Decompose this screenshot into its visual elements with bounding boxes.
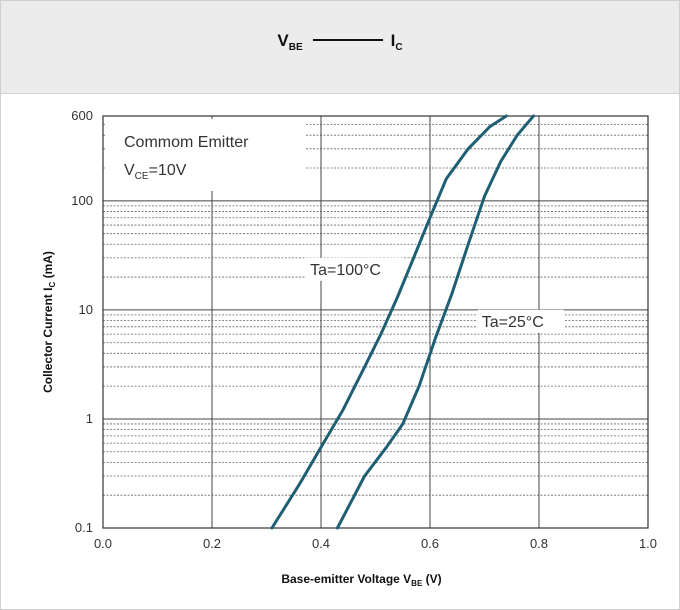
y-axis-label-sub: C	[48, 282, 57, 288]
chart-header: VBE IC	[1, 1, 679, 94]
annotation-line2: VCE=10V	[124, 162, 187, 182]
chart-title: VBE IC	[1, 31, 679, 53]
y-tick-label: 100	[71, 193, 93, 208]
title-ic: I	[390, 31, 396, 50]
x-tick-label: 0.0	[94, 536, 112, 551]
y-axis-label-main: Collector Current I	[41, 288, 55, 393]
series-line-ta100	[270, 114, 508, 530]
x-axis-label-unit: (V)	[422, 572, 441, 586]
y-tick-label: 600	[71, 108, 93, 123]
x-tick-label: 0.6	[421, 536, 439, 551]
x-tick-label: 0.4	[312, 536, 330, 551]
title-ic-sub: C	[395, 42, 403, 53]
title-dash	[312, 39, 383, 41]
series-label-bg	[477, 309, 564, 333]
y-axis-label-unit: (mA)	[41, 251, 55, 282]
x-tick-label: 1.0	[639, 536, 657, 551]
annotation-vce-sub: CE	[135, 171, 149, 182]
y-axis-label: Collector Current IC (mA)	[41, 251, 57, 393]
series-label-ta100: Ta=100°C	[310, 262, 381, 279]
plot-border	[102, 115, 649, 529]
y-tick-label: 10	[79, 302, 93, 317]
x-axis-label-sub: BE	[411, 579, 423, 588]
series-label-ta25: Ta=25°C	[482, 314, 544, 331]
series-line-ta25	[335, 114, 535, 530]
x-tick-label: 0.2	[203, 536, 221, 551]
annotation-line1: Commom Emitter	[124, 134, 249, 151]
series-label-bg	[306, 257, 403, 281]
x-tick-label: 0.8	[530, 536, 548, 551]
x-axis-label-main: Base-emitter Voltage V	[281, 572, 411, 586]
title-vbe-sub: BE	[288, 42, 303, 53]
y-tick-label: 0.1	[75, 520, 93, 535]
title-vbe: V	[277, 31, 289, 50]
y-tick-label: 1	[86, 411, 93, 426]
annotation-box	[106, 119, 306, 191]
annotation-vce-main: V	[124, 162, 135, 179]
annotation-vce-rest: =10V	[149, 162, 187, 179]
x-axis-label: Base-emitter Voltage VBE (V)	[281, 572, 441, 588]
